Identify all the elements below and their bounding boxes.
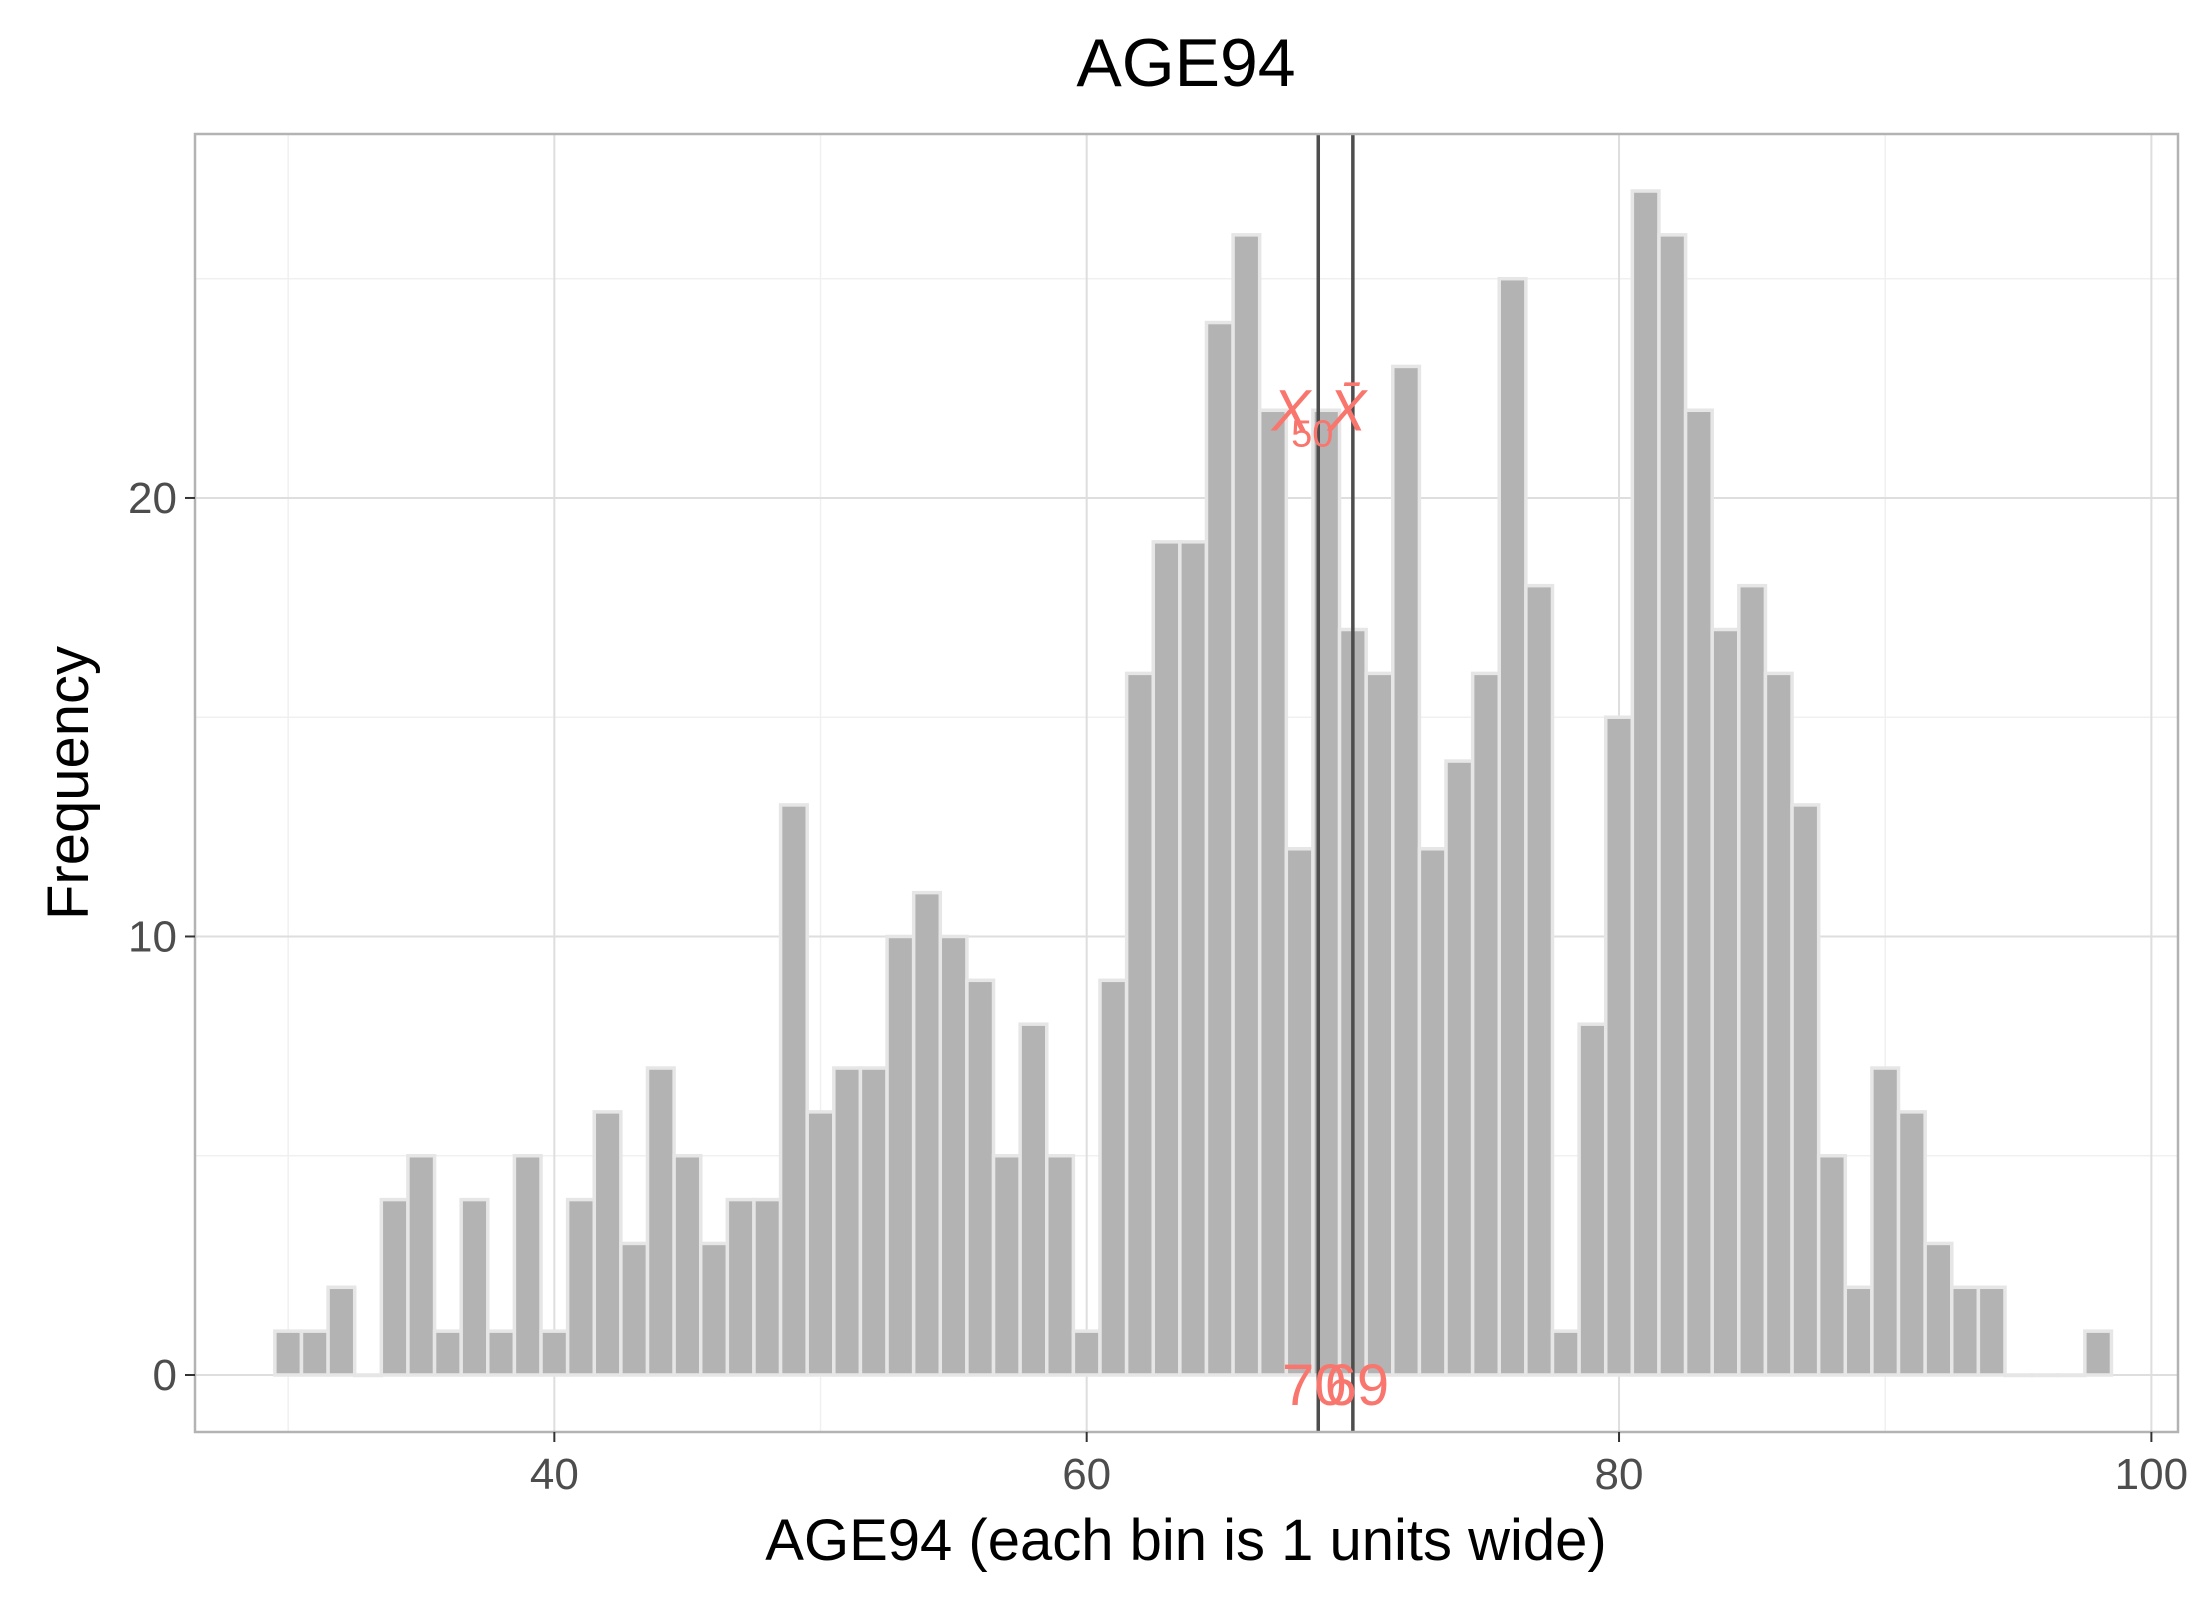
histogram-bar xyxy=(1257,408,1289,1377)
histogram-bar xyxy=(539,1329,570,1377)
histogram-bar xyxy=(1444,759,1475,1377)
histogram-bar xyxy=(1843,1285,1874,1377)
x-tick-label: 100 xyxy=(2115,1450,2188,1499)
histogram-bar xyxy=(1231,233,1262,1377)
histogram-bar xyxy=(805,1110,836,1377)
histogram-bar xyxy=(512,1153,543,1377)
histogram-bar xyxy=(565,1197,597,1377)
histogram-bar xyxy=(486,1329,517,1377)
histogram-bar xyxy=(885,934,916,1377)
histogram-bar xyxy=(432,1329,463,1377)
histogram-bar xyxy=(1098,978,1129,1377)
bars xyxy=(273,189,2114,1378)
y-tick-label: 20 xyxy=(128,474,177,523)
histogram-bar xyxy=(858,1066,889,1377)
histogram-bar xyxy=(725,1197,756,1377)
x-tick-label: 60 xyxy=(1062,1450,1111,1499)
histogram-bar xyxy=(1683,408,1714,1377)
histogram-bar xyxy=(2083,1329,2114,1377)
histogram-bar xyxy=(1204,320,1235,1377)
histogram-bar xyxy=(406,1153,437,1377)
histogram-bar xyxy=(1018,1022,1049,1377)
histogram-bar xyxy=(459,1197,490,1377)
histogram-bar xyxy=(938,934,969,1377)
x-tick-label: 40 xyxy=(530,1450,579,1499)
histogram-bar xyxy=(752,1197,783,1377)
histogram-bar xyxy=(273,1329,304,1377)
histogram-bar xyxy=(1896,1110,1927,1377)
histogram-bar xyxy=(1550,1329,1581,1377)
histogram-bar xyxy=(1178,540,1209,1377)
histogram-bar xyxy=(2003,1373,2034,1378)
y-tick-label: 10 xyxy=(128,912,177,961)
y-axis-ticks: 0 10 20 xyxy=(128,474,195,1400)
histogram-bar xyxy=(1737,583,1768,1377)
histogram-bar xyxy=(965,978,996,1377)
histogram-bar xyxy=(1657,233,1688,1377)
histogram-bar xyxy=(2056,1373,2087,1378)
histogram-bar xyxy=(326,1285,357,1377)
mean-value-label: 69 xyxy=(1325,1353,1390,1418)
chart-title: AGE94 xyxy=(1076,25,1295,101)
histogram-bar xyxy=(832,1066,863,1377)
histogram-bar xyxy=(1151,540,1182,1377)
histogram-bar xyxy=(1630,189,1661,1377)
histogram-bar xyxy=(299,1329,330,1377)
mean-symbol: X̄ xyxy=(1326,378,1369,443)
histogram-bar xyxy=(1364,671,1395,1377)
histogram-bar xyxy=(778,803,809,1377)
histogram-bar xyxy=(1870,1066,1901,1377)
histogram-bar xyxy=(1976,1285,2007,1377)
y-tick-label: 0 xyxy=(153,1351,177,1400)
panel-border xyxy=(193,132,2180,1434)
median-symbol: X xyxy=(1270,378,1313,443)
histogram-bar xyxy=(1923,1241,1954,1377)
histogram-bar xyxy=(1790,803,1821,1377)
x-axis-title: AGE94 (each bin is 1 units wide) xyxy=(765,1508,1606,1573)
histogram-bar xyxy=(2029,1373,2060,1378)
histogram-bar xyxy=(1577,1022,1608,1377)
histogram-bar xyxy=(698,1241,730,1377)
histogram-bar xyxy=(1417,847,1448,1377)
histogram-bar xyxy=(1284,847,1315,1377)
x-tick-label: 80 xyxy=(1595,1450,1644,1499)
histogram-bar xyxy=(1391,364,1422,1377)
histogram-bar xyxy=(1470,671,1502,1377)
median-value-label: 70 xyxy=(1282,1353,1347,1418)
histogram-bar xyxy=(1524,583,1555,1377)
y-axis-title: Frequency xyxy=(36,646,101,920)
histogram-bar xyxy=(1124,671,1155,1377)
histogram-bar xyxy=(379,1197,410,1377)
histogram-bar xyxy=(1071,1329,1102,1377)
histogram-bar xyxy=(1045,1153,1076,1377)
histogram-bar xyxy=(1497,276,1528,1377)
x-axis-ticks: 40 60 80 100 xyxy=(530,1432,2188,1499)
histogram-bar xyxy=(352,1373,384,1378)
histogram-bar xyxy=(645,1066,676,1377)
histogram-bar xyxy=(1816,1153,1848,1377)
median-subscript: 50 xyxy=(1291,413,1333,455)
histogram-bar xyxy=(1710,627,1741,1377)
histogram-bar xyxy=(592,1110,623,1377)
histogram-bar xyxy=(619,1241,650,1377)
histogram-bar xyxy=(911,890,943,1377)
histogram-bar xyxy=(1763,671,1794,1377)
histogram-bar xyxy=(991,1153,1022,1377)
reference-lines xyxy=(1316,134,1355,1432)
histogram-bar xyxy=(1950,1285,1981,1377)
histogram-bar xyxy=(672,1153,703,1377)
histogram-bar xyxy=(1603,715,1635,1377)
